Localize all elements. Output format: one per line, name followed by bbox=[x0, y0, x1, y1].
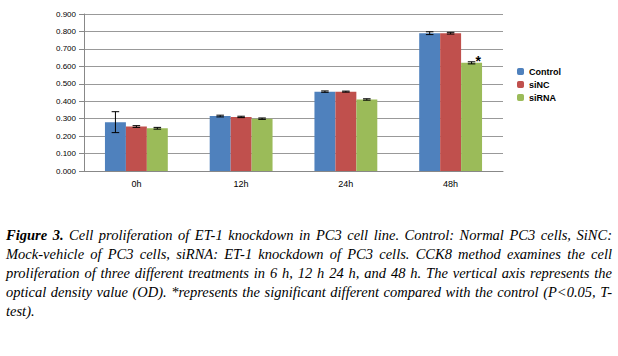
html-text:Figure 3. Cell proliferation o: Figure 3. Cell proliferation of ET-1 kno… bbox=[6, 227, 612, 319]
svg-text:0.100: 0.100 bbox=[56, 149, 77, 158]
svg-text:0.800: 0.800 bbox=[56, 27, 77, 36]
svg-text:0.700: 0.700 bbox=[56, 44, 77, 53]
svg-text:0.600: 0.600 bbox=[56, 62, 77, 71]
svg-text:0.900: 0.900 bbox=[56, 10, 77, 19]
svg-text:*: * bbox=[476, 53, 482, 69]
svg-text:24h: 24h bbox=[338, 179, 353, 189]
svg-text:0.400: 0.400 bbox=[56, 97, 77, 106]
svg-text:0.000: 0.000 bbox=[56, 167, 77, 176]
svg-text:0.300: 0.300 bbox=[56, 114, 77, 123]
svg-text:Control: Control bbox=[529, 67, 561, 77]
svg-text:siNC: siNC bbox=[529, 80, 550, 90]
svg-text:48h: 48h bbox=[443, 179, 458, 189]
svg-text:0.200: 0.200 bbox=[56, 132, 77, 141]
svg-text:siRNA: siRNA bbox=[529, 93, 557, 103]
svg-text:12h: 12h bbox=[234, 179, 249, 189]
svg-text:0.500: 0.500 bbox=[56, 79, 77, 88]
svg-text:0h: 0h bbox=[131, 179, 141, 189]
